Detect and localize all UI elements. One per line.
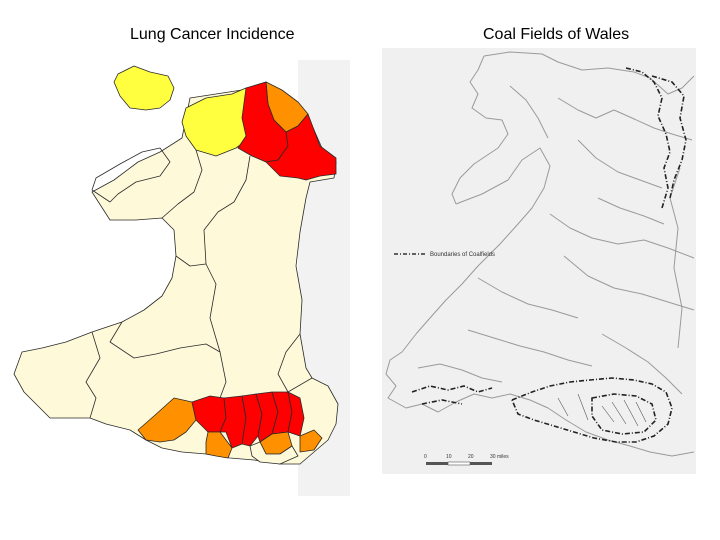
region-swansea [205, 431, 233, 459]
lung-cancer-title: Lung Cancer Incidence [130, 26, 295, 43]
carmarthen-boundary [109, 321, 221, 359]
scale-label-20: 20 [468, 454, 474, 460]
boundary-east [669, 167, 683, 349]
river-usk [601, 333, 683, 395]
region-vale-of-glamorgan [249, 441, 299, 465]
coastline [385, 51, 695, 457]
scale-label-0: 0 [424, 454, 427, 460]
lung-cancer-map [13, 60, 350, 496]
ceredigion-boundary [175, 255, 207, 267]
north-coalfield [625, 67, 687, 209]
pembroke-boundary [85, 331, 101, 419]
llyn-peninsula [91, 147, 171, 203]
scale-label-10: 10 [446, 454, 452, 460]
region-wrexham [265, 113, 337, 181]
region-anglesey [113, 65, 175, 111]
monmouth-boundary [277, 333, 313, 393]
river-conwy [509, 85, 549, 139]
river-teifi [477, 277, 579, 319]
region-newport [299, 429, 323, 453]
river-wye [563, 255, 695, 311]
river-southwest [417, 363, 503, 383]
scale-label-30: 30 miles [490, 454, 509, 460]
coal-fields-title: Coal Fields of Wales [483, 26, 630, 43]
river-mid [597, 197, 665, 225]
gwynedd-powys-boundary [161, 149, 203, 219]
river-towy [467, 329, 593, 367]
river-north [577, 139, 663, 189]
river-severn [549, 213, 695, 259]
coal-fields-map: Boundaries of Coalfields 0 10 20 30 mile… [382, 48, 696, 474]
coalfield-hatching [557, 393, 647, 427]
south-coalfield [411, 377, 673, 443]
scale-bar: 0 10 20 30 miles [424, 454, 509, 466]
river-dee [557, 97, 693, 141]
map-background [382, 48, 696, 474]
legend-label: Boundaries of Coalfields [430, 252, 495, 258]
